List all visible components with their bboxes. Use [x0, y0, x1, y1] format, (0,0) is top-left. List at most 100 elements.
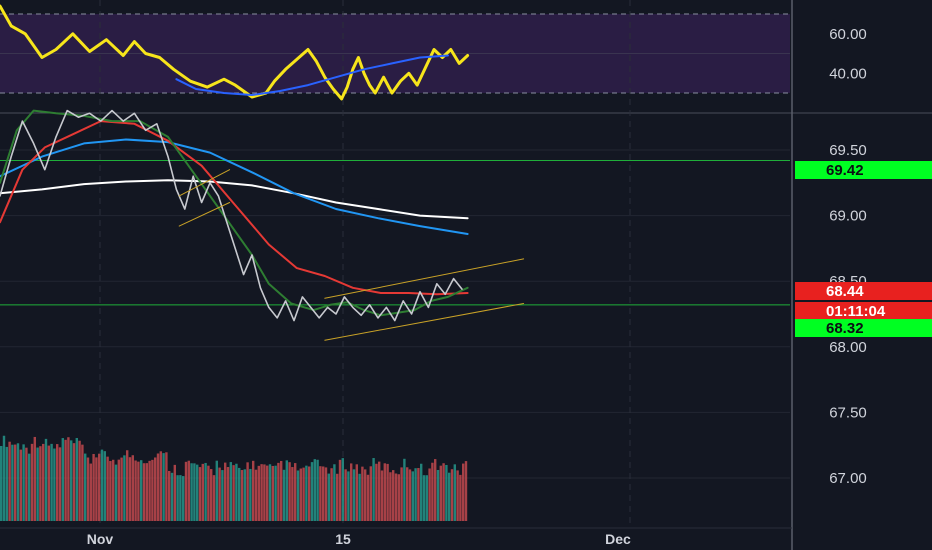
price-badge [795, 302, 932, 320]
price-badge-label: 01:11:04 [826, 303, 886, 320]
volume-bar [184, 461, 188, 521]
volume-bar [89, 463, 92, 521]
volume-bar [392, 470, 395, 521]
volume-bar [198, 467, 202, 521]
volume-bar [103, 451, 106, 521]
volume-bar [459, 474, 462, 521]
volume-bar [210, 469, 213, 521]
volume-bar [366, 474, 370, 521]
price-tick-label: 69.50 [829, 142, 867, 159]
volume-bar [383, 463, 386, 521]
volume-bar [156, 453, 160, 521]
series-sma-100-3 [0, 138, 469, 235]
volume-bar [333, 464, 336, 521]
volume-bar [39, 446, 42, 521]
volume-bar [50, 443, 53, 521]
date-grid [99, 0, 631, 528]
volume-bar [422, 475, 426, 521]
volume-bar [394, 473, 398, 521]
volume-bar [434, 459, 437, 521]
volume-bar [98, 453, 101, 521]
date-label-nov: Nov [87, 531, 114, 547]
price-tick-label: 67.00 [829, 470, 867, 487]
volume-bar [375, 463, 378, 521]
volume-bar [436, 469, 440, 521]
volume-bar [456, 470, 459, 521]
volume-bar [92, 453, 95, 521]
price-badge [795, 282, 932, 300]
volume-bar [431, 462, 434, 521]
volume-bar [179, 475, 182, 521]
price-tick-label: 67.50 [829, 404, 867, 421]
volume-bar [266, 465, 269, 521]
volume-bar [148, 460, 151, 521]
volume-bar [448, 472, 451, 521]
volume-bar [291, 467, 294, 521]
price-badge-label: 68.44 [826, 283, 864, 300]
volume-bar [380, 470, 384, 521]
volume-bar [28, 453, 31, 521]
horizontal-levels [0, 159, 790, 306]
volume-bar [196, 464, 199, 521]
volume-bar [16, 443, 20, 521]
volume-bar [240, 470, 244, 521]
volume-bar [81, 444, 84, 521]
volume-bar [22, 444, 25, 521]
volume-bar [408, 469, 412, 521]
series-oscillator-0 [0, 4, 470, 101]
volume-bar [44, 438, 48, 521]
volume-bar [128, 457, 132, 521]
volume-bar [100, 449, 104, 521]
volume-bar [246, 462, 249, 521]
volume-bar [428, 468, 431, 521]
volume-bar [319, 466, 322, 521]
volume-bar [243, 469, 246, 521]
series-lines [0, 4, 525, 341]
volume-bar [47, 445, 50, 521]
volume-bar [53, 448, 56, 521]
time-axis[interactable]: Nov 15 Dec [87, 531, 631, 547]
volume-bar [338, 459, 342, 521]
volume-bar [313, 459, 316, 521]
volume-bar [95, 457, 98, 521]
volume-bar [400, 467, 403, 521]
volume-bar [271, 465, 274, 521]
volume-bar [14, 444, 17, 521]
volume-bar [173, 464, 176, 521]
volume-bar [322, 466, 325, 521]
volume-bar [364, 469, 367, 521]
volume-bar [344, 469, 347, 521]
price-badge [795, 319, 932, 337]
volume-bar [30, 443, 34, 521]
volume-bar [330, 468, 333, 521]
volume-bar [341, 458, 344, 521]
volume-bar [462, 463, 465, 521]
volume-bar [182, 476, 185, 521]
volume-bar [299, 468, 302, 521]
volume-bar [0, 446, 3, 521]
volume-bar [64, 439, 67, 521]
volume-bar [263, 464, 266, 521]
volume-bar [305, 465, 308, 521]
volume-bar [159, 451, 162, 521]
volume-bar [324, 467, 328, 521]
volume-bar [117, 459, 120, 521]
price-tick-label: 68.00 [829, 339, 867, 356]
date-label-dec: Dec [605, 531, 631, 547]
volume-bar [207, 465, 210, 521]
volume-bar [42, 443, 45, 521]
series-channel_upper-7 [324, 258, 525, 299]
volume-bar [420, 463, 423, 521]
volume-bar [75, 438, 78, 521]
volume-bar [369, 466, 372, 521]
volume-bar [11, 444, 14, 521]
volume-bar [277, 462, 280, 521]
volume-bar [260, 464, 263, 521]
volume-bar [70, 440, 73, 521]
volume-bar [288, 462, 291, 521]
volume-bar [327, 473, 330, 521]
volume-bar [352, 469, 356, 521]
volume-bar [187, 460, 190, 521]
